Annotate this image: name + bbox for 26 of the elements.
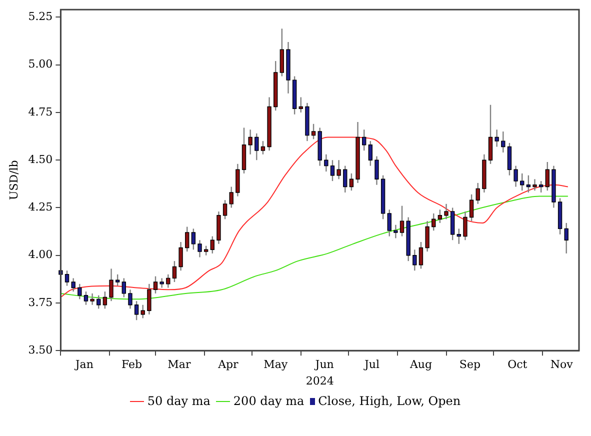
x-axis-title: 2024 (306, 374, 334, 388)
x-tick-label: Mar (168, 358, 192, 372)
y-tick-label: 3.75 (28, 296, 53, 309)
line-series (60, 136, 568, 298)
x-tick-label: Jan (74, 358, 94, 372)
y-tick-label: 4.75 (28, 105, 53, 118)
legend-label: Close, High, Low, Open (318, 394, 461, 408)
x-tick-label: Feb (122, 358, 142, 372)
x-tick-label: Jun (314, 358, 334, 372)
x-tick-label: Aug (408, 358, 432, 372)
x-tick-label: Sep (459, 358, 481, 372)
x-tick-label: Nov (550, 358, 574, 372)
x-tick-label: Oct (508, 358, 528, 372)
x-tick-label: Apr (217, 358, 240, 372)
y-tick-label: 4.25 (28, 200, 53, 214)
y-tick-label: 5.25 (28, 10, 53, 24)
y-tick-label: 3.50 (28, 343, 53, 356)
y-tick-label: 4.50 (28, 152, 53, 166)
y-tick-label: 4.00 (28, 248, 53, 262)
x-tick-label: Jul (363, 358, 380, 372)
y-tick-label: 5.00 (28, 58, 53, 71)
line-series (60, 196, 568, 300)
legend-label: 50 day ma (147, 394, 210, 408)
x-tick-label: May (264, 358, 288, 372)
legend-label: 200 day ma (233, 394, 304, 408)
y-axis-title: USD/lb (7, 160, 20, 200)
